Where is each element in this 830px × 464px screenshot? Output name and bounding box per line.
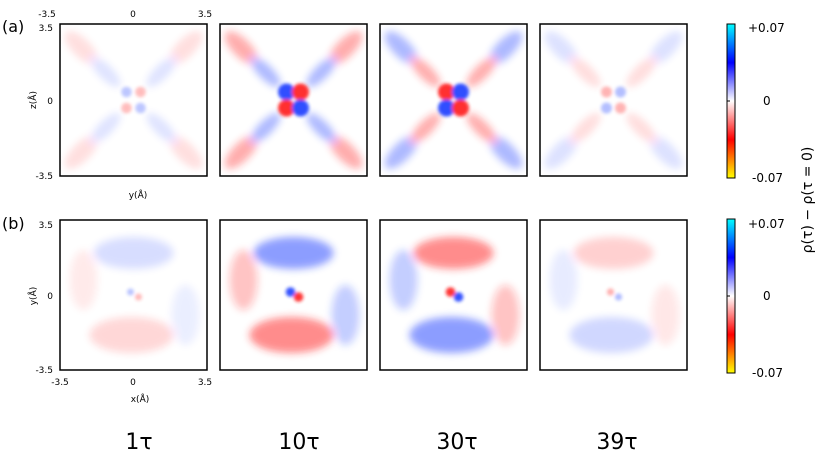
panel-a-label: (a) (2, 17, 24, 36)
colorbar-a-max-label: +0.07 (748, 21, 785, 35)
row-b-bottom-tick-min: -3.5 (51, 378, 69, 388)
heatmap-b-30tau (379, 219, 528, 371)
row-b-left-tick-max: 3.5 (39, 221, 53, 231)
heatmap-b-39tau (539, 219, 688, 371)
row-b-y-axis-label: y(Å) (27, 287, 39, 306)
row-a-left-tick-min: -3.5 (35, 172, 53, 182)
heatmap-a-30tau (379, 23, 528, 177)
row-a-y-axis-label: z(Å) (27, 91, 39, 109)
row-b-x-axis-label: x(Å) (131, 393, 150, 405)
heatmap-a-10tau (219, 23, 368, 177)
colorbar-a-mid-label: 0 (763, 94, 771, 108)
colorbar-b-min-label: -0.07 (752, 366, 783, 380)
row-a-panels (59, 23, 688, 177)
heatmap-a-39tau (539, 23, 688, 177)
row-b-left-tick-min: -3.5 (35, 366, 53, 376)
time-label-10tau: 10τ (278, 430, 319, 455)
row-a-top-tick-max: 3.5 (198, 10, 212, 20)
colorbar-title: ρ(τ) − ρ(τ = 0) (800, 147, 816, 254)
row-a-top-tick-mid: 0 (130, 10, 136, 20)
time-label-30tau: 30τ (436, 430, 477, 455)
row-a-top-tick-min: -3.5 (38, 10, 56, 20)
time-label-39tau: 39τ (596, 430, 637, 455)
heatmap-b-1tau (59, 219, 208, 371)
row-b-panels (59, 219, 688, 371)
colorbar-a-min-label: -0.07 (752, 171, 783, 185)
row-a-x-axis-label: y(Å) (129, 189, 148, 201)
heatmap-b-10tau (219, 219, 368, 371)
panel-b-label: (b) (2, 214, 25, 233)
colorbar-b-mid-label: 0 (763, 289, 771, 303)
row-b-bottom-tick-max: 3.5 (198, 378, 212, 388)
row-a-left-tick-mid: 0 (47, 97, 53, 107)
row-a-left-tick-max: 3.5 (39, 24, 53, 34)
colorbar-b-max-label: +0.07 (748, 217, 785, 231)
row-b-bottom-tick-mid: 0 (130, 378, 136, 388)
row-b-left-tick-mid: 0 (47, 292, 53, 302)
heatmap-a-1tau (59, 23, 208, 177)
time-label-1tau: 1τ (125, 430, 152, 455)
